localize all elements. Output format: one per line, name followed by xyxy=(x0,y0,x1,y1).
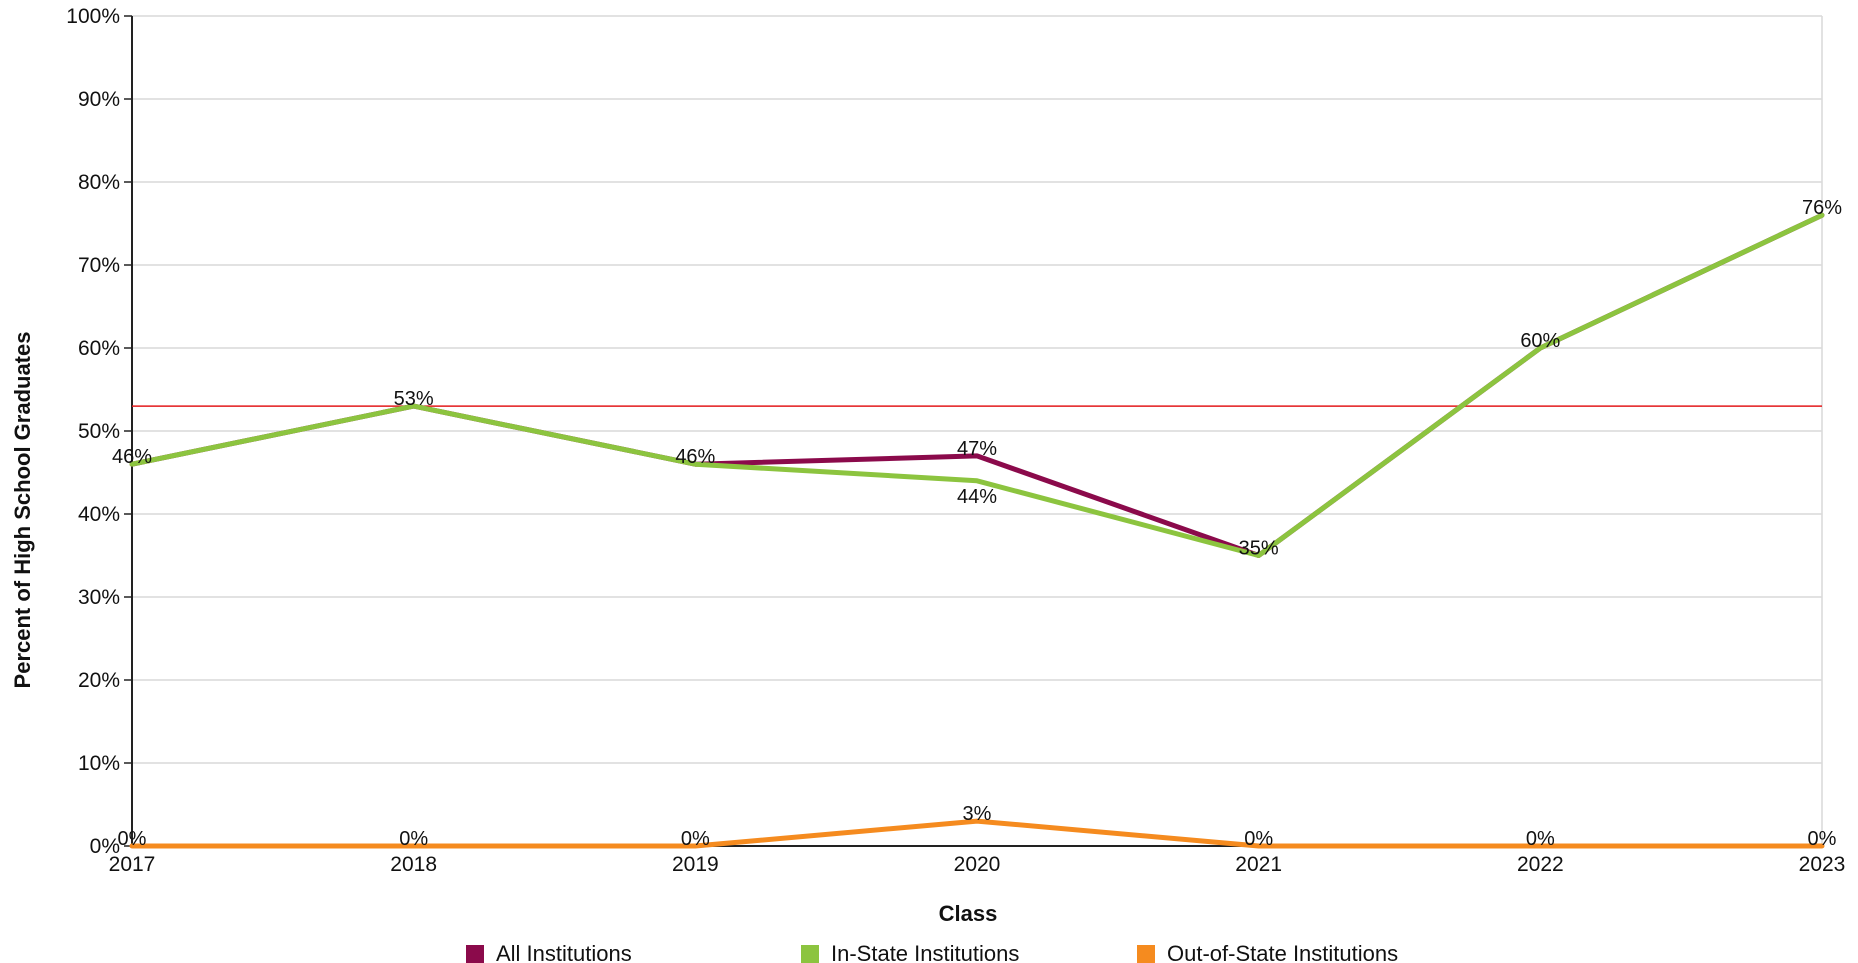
data-label: 0% xyxy=(1244,828,1273,850)
y-tick-label: 30% xyxy=(78,586,120,609)
data-label: 0% xyxy=(1808,828,1837,850)
data-label: 47% xyxy=(957,438,997,460)
y-tick-label: 40% xyxy=(78,503,120,526)
data-label: 76% xyxy=(1802,197,1842,219)
grid-lines xyxy=(132,15,1823,846)
data-label: 60% xyxy=(1520,330,1560,352)
x-tick-label: 2023 xyxy=(1799,853,1846,876)
data-label: 46% xyxy=(675,446,715,468)
data-label: 53% xyxy=(394,388,434,410)
x-tick-label: 2021 xyxy=(1235,853,1282,876)
data-label: 35% xyxy=(1239,538,1279,560)
data-label: 0% xyxy=(118,828,147,850)
x-tick-label: 2017 xyxy=(109,853,156,876)
y-tick-label: 20% xyxy=(78,669,120,692)
y-tick-label: 0% xyxy=(90,835,120,858)
data-label: 0% xyxy=(1526,828,1555,850)
legend: All Institutions In-State Institutions Out… xyxy=(466,941,1398,963)
x-tick-label: 2018 xyxy=(390,853,437,876)
data-label: 44% xyxy=(957,486,997,508)
series-line-1 xyxy=(129,212,1825,558)
series-layer xyxy=(129,212,1825,849)
legend-label: Out-of-State Institutions xyxy=(1167,941,1398,963)
y-tick-label: 80% xyxy=(78,171,120,194)
legend-swatch xyxy=(801,945,819,963)
x-tick-label: 2022 xyxy=(1517,853,1564,876)
data-label: 3% xyxy=(963,803,992,825)
data-label: 0% xyxy=(399,828,428,850)
y-tick-label: 10% xyxy=(78,752,120,775)
y-tick-label: 90% xyxy=(78,88,120,111)
x-tick-label: 2019 xyxy=(672,853,719,876)
x-tick-label: 2020 xyxy=(954,853,1001,876)
data-label: 46% xyxy=(112,446,152,468)
tick-labels: 0% 10% 20% 30% 40% 50% 60% 70% 80% 90% 100% 2017 201… xyxy=(66,5,1845,876)
y-tick-label: 100% xyxy=(66,5,120,28)
y-tick-label: 70% xyxy=(78,254,120,277)
legend-swatch xyxy=(466,945,484,963)
data-label: 0% xyxy=(681,828,710,850)
legend-label: All Institutions xyxy=(496,941,632,963)
y-axis-title: Percent of High School Graduates xyxy=(10,332,35,689)
legend-swatch xyxy=(1137,945,1155,963)
data-labels: 47% 46% 53% 46% 44% 35% 60% 76% 0% 0% 0% 3% 0% 0% 0% xyxy=(112,197,1842,850)
x-axis-title: Class xyxy=(939,901,998,926)
y-tick-label: 60% xyxy=(78,337,120,360)
legend-label: In-State Institutions xyxy=(831,941,1019,963)
y-tick-label: 50% xyxy=(78,420,120,443)
series-line-2 xyxy=(129,818,1825,849)
